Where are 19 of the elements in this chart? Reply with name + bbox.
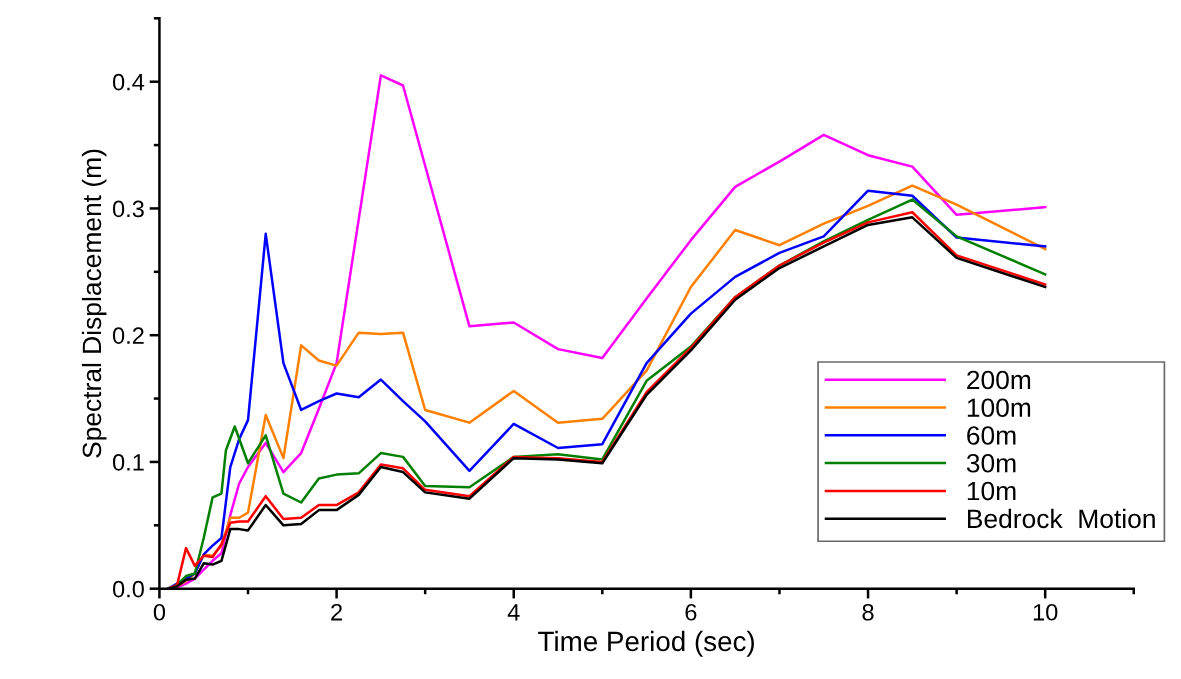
y-tick-label: 0.3 (112, 200, 144, 218)
x-axis-title: Time Period (sec) (538, 630, 754, 657)
y-axis-title: Spectral Displacement (m) (81, 149, 107, 458)
legend-label: Bedrock Motion (967, 508, 1155, 529)
legend-label: 100m (967, 398, 1031, 418)
x-tick-label: 4 (507, 604, 520, 621)
x-tick-label: 10 (1033, 603, 1058, 621)
legend-label: 60m (967, 426, 1016, 445)
x-tick-label: 8 (862, 603, 874, 621)
y-tick-label: 0.2 (112, 327, 144, 344)
x-tick-label: 2 (331, 603, 342, 621)
y-tick-label: 0.1 (112, 454, 144, 471)
y-tick-label: 0.4 (112, 73, 145, 91)
y-tick-label: 0.0 (112, 580, 144, 598)
x-tick-label: 6 (685, 603, 697, 621)
legend-label: 200m (967, 370, 1031, 390)
legend-label: 10m (967, 481, 1016, 501)
x-tick-label: 0 (153, 603, 166, 621)
legend-label: 30m (966, 453, 1016, 473)
